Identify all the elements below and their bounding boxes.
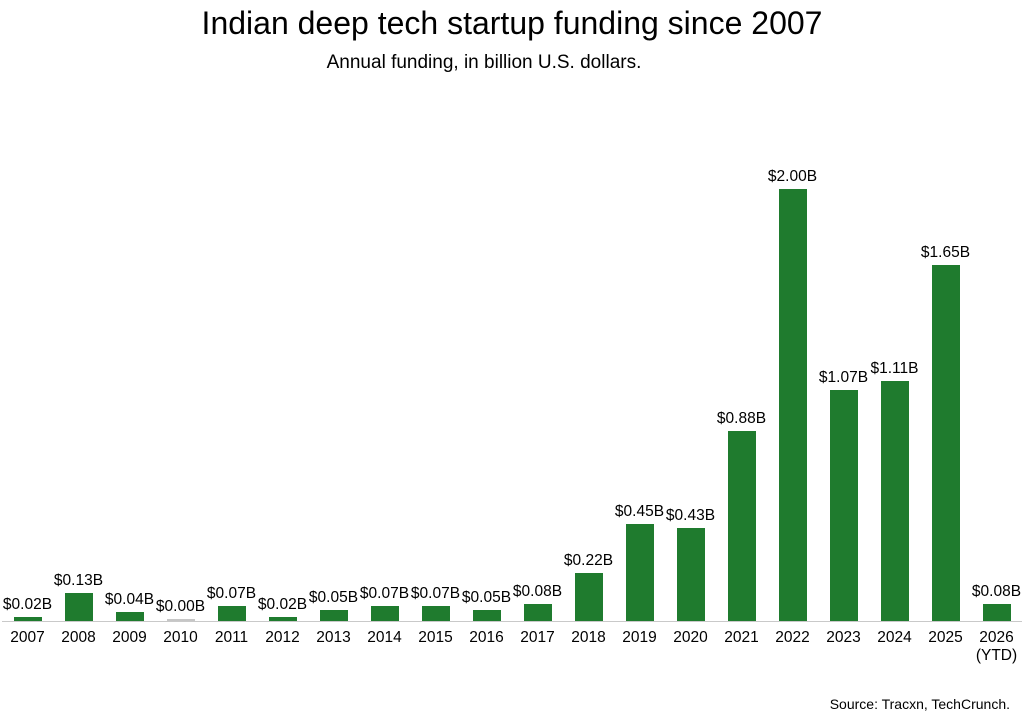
bar	[880, 381, 909, 621]
bar-value-label: $1.11B	[870, 360, 919, 378]
x-axis: 2007 2008 2009 2010 2011 2012 2013 2014 2015 2016…	[2, 629, 1022, 665]
bar-value-label: $0.08B	[512, 582, 563, 600]
source-note: Source: Tracxn, TechCrunch.	[829, 696, 1010, 712]
bar	[115, 612, 144, 621]
bar	[727, 430, 756, 621]
x-tick-label: 2025	[928, 629, 963, 646]
x-tick-label: 2024	[877, 629, 912, 646]
chart-title: Indian deep tech startup funding since 2…	[201, 5, 823, 41]
bar	[370, 605, 399, 621]
bar-column: $1.65B	[920, 244, 971, 621]
bar-value-label: $0.00B	[155, 598, 206, 615]
bar-column: $0.43B	[665, 507, 716, 621]
x-tick-label: 2011	[214, 629, 249, 646]
bar-column: $0.88B	[716, 410, 767, 621]
bar-column: $1.11B	[869, 360, 920, 621]
bar-column: $0.07B	[359, 585, 410, 621]
chart-subtitle: Annual funding, in billion U.S. dollars.	[326, 52, 642, 73]
bar-value-label: $0.05B	[308, 589, 359, 607]
bar-column: $0.02B	[257, 596, 308, 621]
bar	[931, 264, 960, 621]
bar-column: $0.07B	[410, 585, 461, 621]
x-tick-label: 2019	[622, 629, 657, 646]
bar-column: $0.00B	[155, 598, 206, 621]
x-tick-label: 2013	[316, 629, 351, 646]
bar-value-label: $0.07B	[410, 584, 461, 602]
bar	[268, 616, 297, 621]
x-tick-label: 2010	[163, 629, 198, 646]
bar-column: $0.08B	[512, 583, 563, 621]
x-tick-label: 2017	[520, 629, 555, 646]
bar-value-label: $0.13B	[53, 571, 104, 589]
bar-column: $0.05B	[461, 589, 512, 621]
x-tick-label: 2018	[571, 629, 606, 646]
bar	[523, 603, 552, 621]
bar-column: $0.13B	[53, 572, 104, 621]
bar	[421, 605, 450, 621]
x-tick-label: 2015	[418, 629, 453, 646]
bar	[13, 616, 42, 621]
bar-value-label: $0.07B	[359, 584, 410, 602]
x-tick-label: 2016	[469, 629, 504, 646]
bar	[676, 528, 705, 621]
bar-value-label: $0.08B	[971, 582, 1022, 600]
x-tick-label: 2022	[775, 629, 810, 646]
x-tick-label: 2026 (YTD)	[975, 629, 1018, 664]
bar-column: $0.02B	[2, 596, 53, 621]
bar-value-label: $0.07B	[206, 584, 257, 602]
bar-column: $2.00B	[767, 168, 818, 621]
bar-value-label: $1.07B	[818, 368, 869, 386]
bar	[472, 610, 501, 621]
bar-column: $0.45B	[614, 503, 665, 621]
bar-value-label: $0.88B	[716, 409, 767, 427]
bar-value-label: $0.22B	[563, 552, 614, 570]
bar-value-label: $0.43B	[665, 507, 716, 525]
bar	[574, 573, 603, 621]
x-tick-label: 2009	[112, 629, 147, 646]
plot-area: $0.02B $0.13B $0.04B $0.00B $0.07B $0.02B $0.0…	[2, 91, 1022, 622]
bar-column: $0.08B	[971, 583, 1022, 621]
x-tick-label: 2014	[367, 629, 402, 646]
bar-column: $0.22B	[563, 552, 614, 621]
bar	[982, 603, 1011, 621]
x-tick-label: 2012	[265, 629, 300, 646]
x-tick-label: 2007	[10, 629, 45, 646]
bar-column: $0.07B	[206, 585, 257, 621]
bar-column: $0.05B	[308, 589, 359, 621]
bar-value-label: $0.02B	[2, 595, 53, 613]
bar	[64, 592, 93, 621]
bar	[829, 389, 858, 621]
bar	[217, 605, 246, 621]
x-tick-label: 2008	[61, 629, 96, 646]
bar-column: $0.04B	[104, 591, 155, 621]
bar-value-label: $0.04B	[104, 591, 155, 609]
x-tick-label: 2023	[826, 629, 861, 646]
bar-value-label: $0.02B	[257, 595, 308, 613]
bar-value-label: $0.45B	[614, 502, 665, 520]
bar-value-label: $0.05B	[461, 589, 512, 607]
bar-value-label: $1.65B	[920, 243, 971, 261]
bar	[625, 523, 654, 621]
x-tick-label: 2021	[724, 629, 759, 646]
bar	[319, 610, 348, 621]
bar	[778, 189, 807, 621]
bar-column: $1.07B	[818, 369, 869, 621]
bar-value-label: $2.00B	[767, 168, 818, 185]
bar	[166, 619, 195, 621]
x-tick-label: 2020	[673, 629, 708, 646]
